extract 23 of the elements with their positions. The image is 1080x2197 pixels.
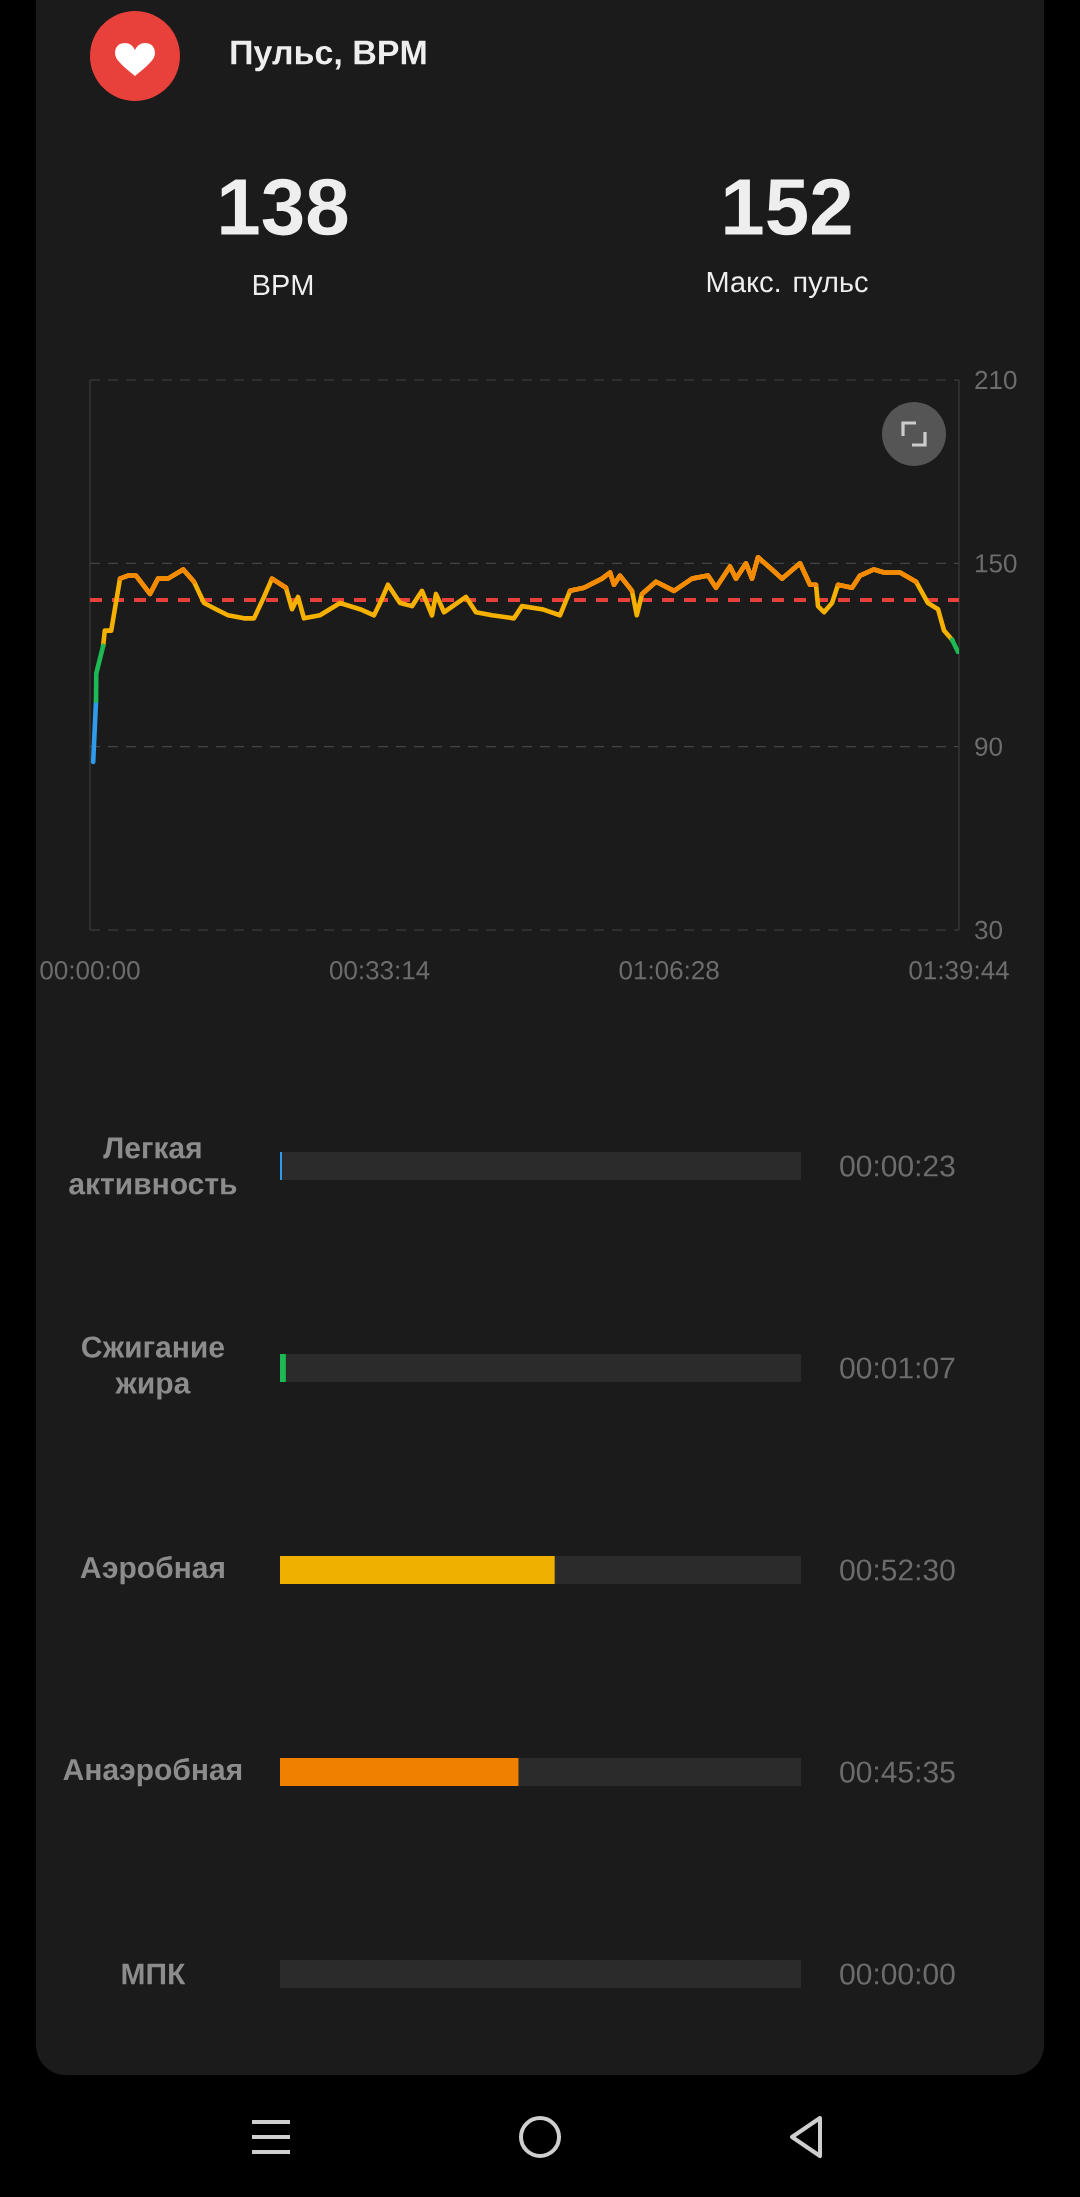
x-tick-label: 00:33:14 (329, 961, 430, 980)
y-tick-label: 150 (976, 554, 1017, 573)
data-label: 00:01:07 (840, 1357, 955, 1379)
x-tick-label: 01:06:28 (619, 961, 719, 980)
x-tick-label: 01:39:44 (909, 961, 1009, 980)
y-tick-label: Анаэробная (63, 1757, 242, 1787)
y-tick-label: Аэробная (80, 1555, 224, 1585)
y-tick-label: МПК (122, 1963, 186, 1985)
data-label: 00:45:35 (840, 1761, 955, 1783)
text: Макс. пульс (707, 272, 868, 299)
y-tick-label: 210 (975, 370, 1017, 390)
y-tick-label: Легкая активность (69, 1137, 237, 1195)
y-tick-label: 90 (975, 737, 1002, 756)
text: BPM (253, 275, 313, 295)
y-tick-label: 30 (975, 920, 1002, 940)
data-label: 00:00:23 (840, 1155, 955, 1177)
text: 152 (725, 178, 851, 236)
y-tick-label: Сжигание жира (82, 1336, 224, 1400)
data-label: 00:00:00 (840, 1963, 955, 1985)
data-label: 00:52:30 (840, 1559, 955, 1581)
text: 138 (221, 178, 348, 236)
chart-title: Пульс, BPM (231, 40, 426, 72)
x-tick-label: 00:00:00 (40, 961, 140, 980)
